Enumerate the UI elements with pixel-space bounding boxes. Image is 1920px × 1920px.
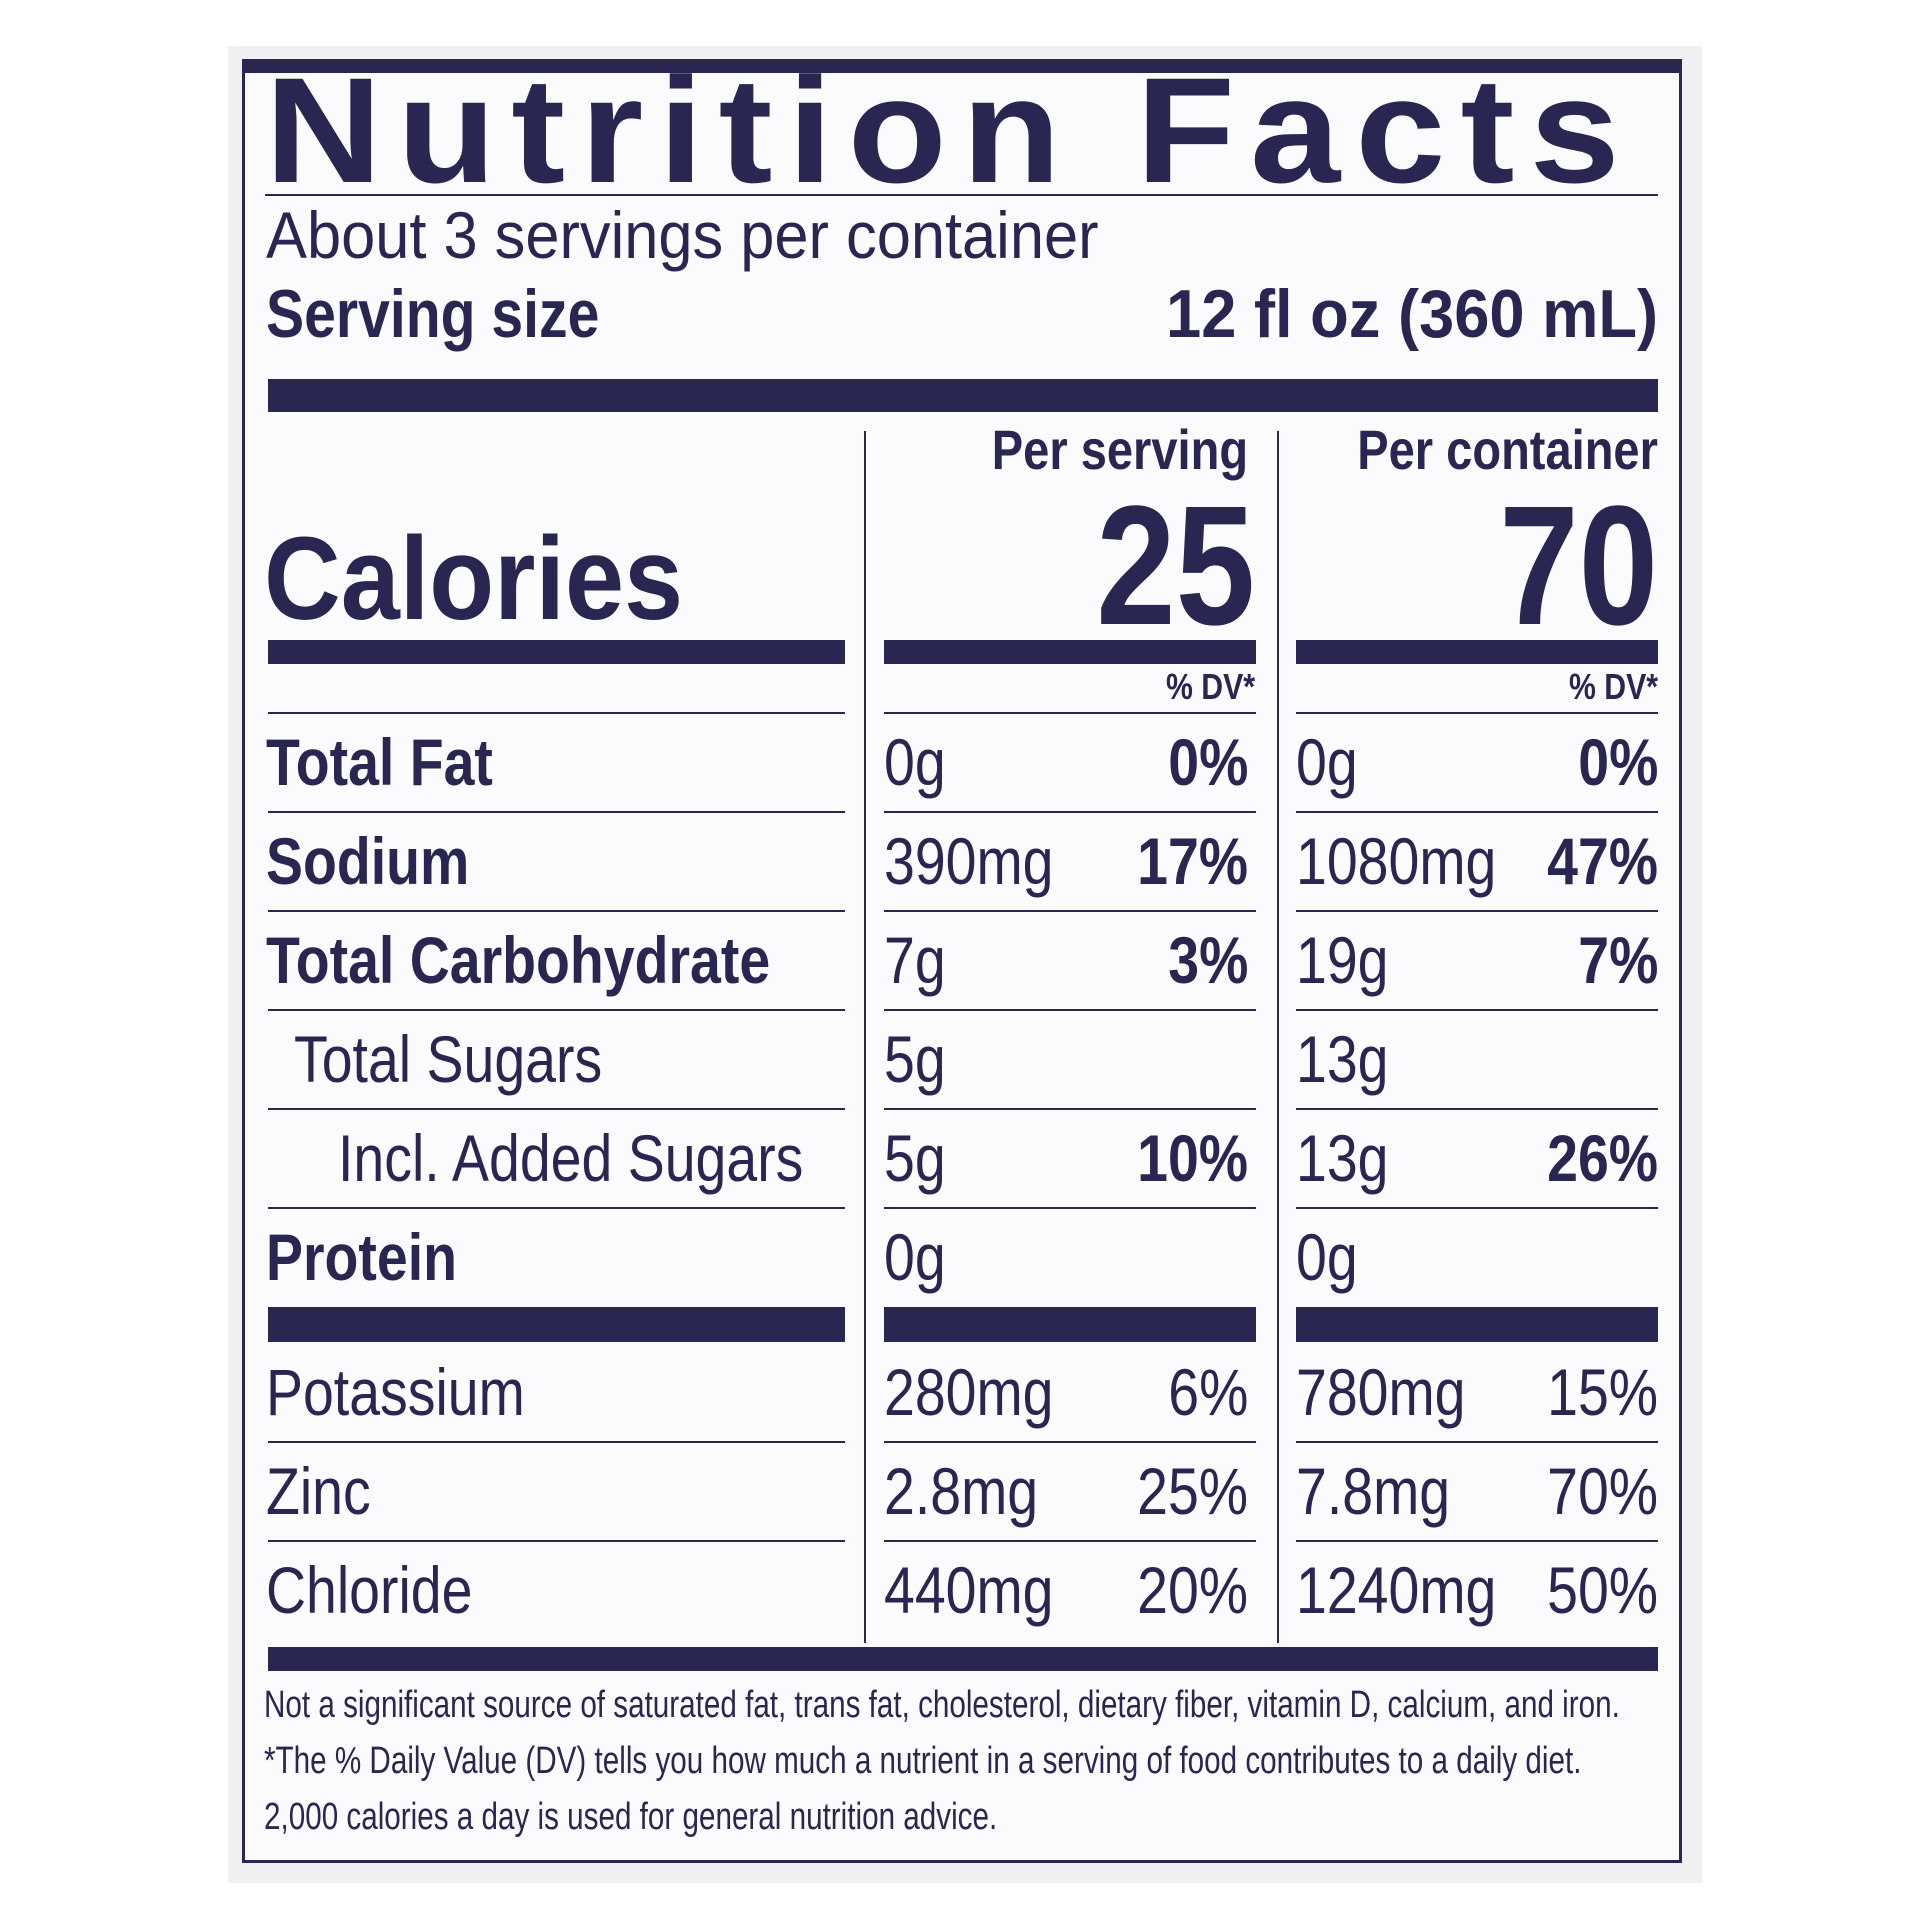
divider [265, 194, 1658, 196]
serving-amount: 280mg [884, 1355, 1054, 1429]
footnote-daily-value: *The % Daily Value (DV) tells you how mu… [264, 1740, 1582, 1782]
serving-amount: 5g [884, 1121, 946, 1195]
nutrition-label [242, 59, 1682, 1863]
row-divider [884, 712, 1256, 714]
calories-per-serving: 25 [1096, 471, 1255, 661]
serving-amount: 0g [884, 725, 946, 799]
nutrient-name: Protein [266, 1220, 457, 1294]
row-divider [268, 1108, 845, 1110]
row-divider [884, 811, 1256, 813]
calories-bar [884, 640, 1256, 664]
serving-size-value: 12 fl oz (360 mL) [1166, 276, 1658, 352]
serving-amount: 2.8mg [884, 1454, 1039, 1528]
container-amount: 13g [1296, 1022, 1389, 1096]
serving-amount: 390mg [884, 824, 1054, 898]
container-dv: 15% [1547, 1355, 1658, 1429]
container-dv: 70% [1547, 1454, 1658, 1528]
row-divider [1296, 1441, 1658, 1443]
calories-bar [268, 640, 845, 664]
container-amount: 19g [1296, 923, 1389, 997]
column-divider [1277, 431, 1279, 1643]
nutrient-name: Zinc [266, 1454, 371, 1528]
calories-bar [1296, 640, 1658, 664]
dv-header-container: % DV* [1568, 666, 1658, 707]
row-divider [268, 712, 845, 714]
thick-divider [1296, 1307, 1658, 1342]
row-divider [1296, 712, 1658, 714]
serving-dv: 17% [1137, 824, 1248, 898]
serving-dv: 20% [1137, 1553, 1248, 1627]
container-amount: 13g [1296, 1121, 1389, 1195]
per-serving-header: Per serving [991, 418, 1248, 481]
calories-label: Calories [264, 513, 684, 645]
serving-dv: 0% [1167, 725, 1248, 799]
row-divider [268, 910, 845, 912]
container-amount: 1080mg [1296, 824, 1497, 898]
container-dv: 47% [1547, 824, 1658, 898]
row-divider [884, 1207, 1256, 1209]
nutrient-name: Total Fat [266, 725, 493, 799]
container-dv: 50% [1547, 1553, 1658, 1627]
calories-per-container: 70 [1499, 471, 1658, 661]
container-dv: 26% [1547, 1121, 1658, 1195]
row-divider [1296, 1540, 1658, 1542]
label-title: Nutrition Facts [265, 46, 1635, 214]
serving-amount: 0g [884, 1220, 946, 1294]
row-divider [884, 1441, 1256, 1443]
container-dv: 7% [1577, 923, 1658, 997]
thick-divider [884, 1307, 1256, 1342]
row-divider [268, 1009, 845, 1011]
row-divider [884, 910, 1256, 912]
thick-divider [268, 1647, 1658, 1671]
row-divider [1296, 1009, 1658, 1011]
column-divider [864, 431, 866, 1643]
row-divider [1296, 811, 1658, 813]
row-divider [1296, 1108, 1658, 1110]
nutrient-name: Total Carbohydrate [266, 923, 771, 997]
row-divider [884, 1009, 1256, 1011]
dv-header-serving: % DV* [1165, 666, 1255, 707]
serving-amount: 7g [884, 923, 946, 997]
row-divider [268, 1207, 845, 1209]
row-divider [268, 811, 845, 813]
serving-dv: 10% [1137, 1121, 1248, 1195]
serving-dv: 6% [1167, 1355, 1248, 1429]
container-dv: 0% [1577, 725, 1658, 799]
serving-dv: 25% [1137, 1454, 1248, 1528]
row-divider [268, 1441, 845, 1443]
serving-amount: 5g [884, 1022, 946, 1096]
thick-divider [268, 379, 1658, 412]
serving-dv: 3% [1167, 923, 1248, 997]
servings-per-container: About 3 servings per container [266, 198, 1099, 272]
serving-size-label: Serving size [266, 276, 600, 352]
serving-amount: 440mg [884, 1553, 1054, 1627]
row-divider [884, 1540, 1256, 1542]
container-amount: 7.8mg [1296, 1454, 1451, 1528]
thick-divider [268, 1307, 845, 1342]
footnote-calories: 2,000 calories a day is used for general… [264, 1796, 998, 1838]
row-divider [268, 1540, 845, 1542]
nutrient-name: Incl. Added Sugars [338, 1121, 804, 1195]
container-amount: 0g [1296, 725, 1358, 799]
footnote-not-significant: Not a significant source of saturated fa… [264, 1684, 1620, 1726]
row-divider [1296, 910, 1658, 912]
container-amount: 780mg [1296, 1355, 1466, 1429]
row-divider [1296, 1207, 1658, 1209]
nutrient-name: Sodium [266, 824, 470, 898]
container-amount: 0g [1296, 1220, 1358, 1294]
per-container-header: Per container [1357, 418, 1658, 481]
row-divider [884, 1108, 1256, 1110]
nutrient-name: Total Sugars [294, 1022, 603, 1096]
nutrient-name: Chloride [266, 1553, 473, 1627]
container-amount: 1240mg [1296, 1553, 1497, 1627]
nutrient-name: Potassium [266, 1355, 525, 1429]
